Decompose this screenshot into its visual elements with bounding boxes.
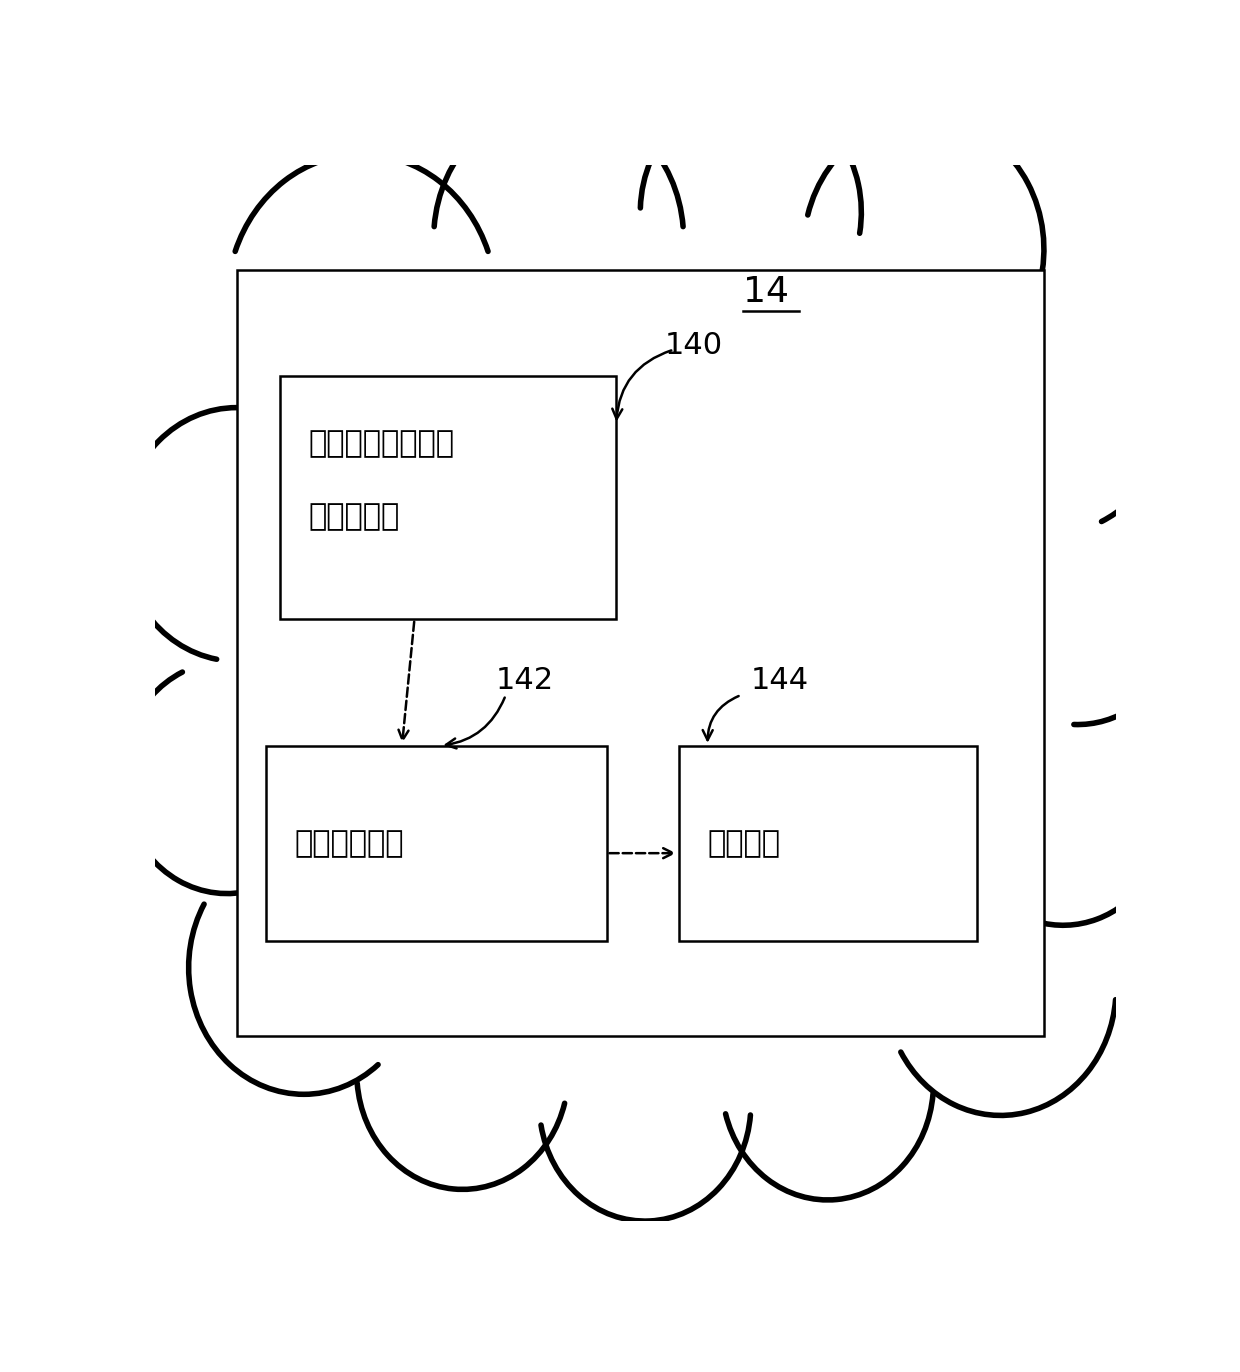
Bar bbox=[265, 746, 606, 941]
Bar bbox=[678, 746, 977, 941]
Text: 机器学习模型: 机器学习模型 bbox=[294, 829, 404, 858]
Text: 14: 14 bbox=[743, 276, 789, 309]
Text: 142: 142 bbox=[496, 665, 554, 696]
Text: 匹配模型: 匹配模型 bbox=[708, 829, 780, 858]
Text: 144: 144 bbox=[751, 665, 808, 696]
Bar bbox=[280, 376, 616, 619]
Bar bbox=[237, 270, 1044, 1036]
Text: 用于自语音中识别: 用于自语音中识别 bbox=[309, 429, 455, 458]
Text: 情感的设备: 情感的设备 bbox=[309, 502, 401, 531]
Text: 140: 140 bbox=[665, 331, 723, 359]
